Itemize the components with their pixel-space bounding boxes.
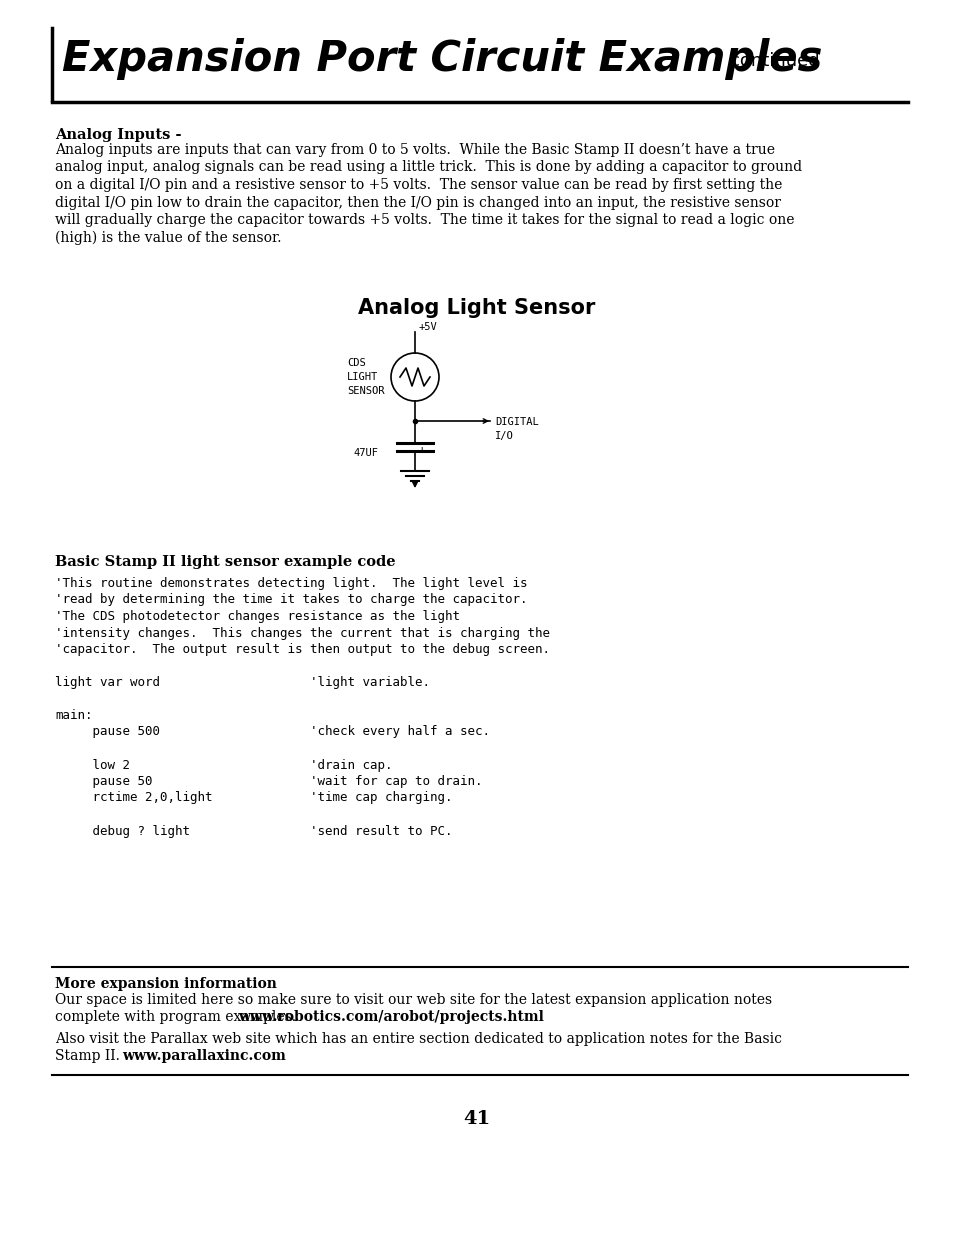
Text: www.robotics.com/arobot/projects.html: www.robotics.com/arobot/projects.html [238, 1010, 544, 1024]
Text: light var word                    'light variable.: light var word 'light variable. [55, 676, 430, 689]
Text: pause 500                    'check every half a sec.: pause 500 'check every half a sec. [55, 725, 490, 739]
Text: More expansion information: More expansion information [55, 977, 276, 990]
Text: on a digital I/O pin and a resistive sensor to +5 volts.  The sensor value can b: on a digital I/O pin and a resistive sen… [55, 178, 781, 191]
Text: analog input, analog signals can be read using a little trick.  This is done by : analog input, analog signals can be read… [55, 161, 801, 174]
Text: (high) is the value of the sensor.: (high) is the value of the sensor. [55, 231, 281, 245]
Text: 'The CDS photodetector changes resistance as the light: 'The CDS photodetector changes resistanc… [55, 610, 459, 622]
Text: main:: main: [55, 709, 92, 722]
Text: +5V: +5V [418, 322, 437, 332]
Text: Expansion Port Circuit Examples: Expansion Port Circuit Examples [62, 38, 821, 80]
Text: 'read by determining the time it takes to charge the capacitor.: 'read by determining the time it takes t… [55, 594, 527, 606]
Text: complete with program examples.: complete with program examples. [55, 1010, 304, 1024]
Text: rctime 2,0,light             'time cap charging.: rctime 2,0,light 'time cap charging. [55, 792, 452, 804]
Text: will gradually charge the capacitor towards +5 volts.  The time it takes for the: will gradually charge the capacitor towa… [55, 212, 794, 227]
Text: debug ? light                'send result to PC.: debug ? light 'send result to PC. [55, 825, 452, 837]
Text: 'This routine demonstrates detecting light.  The light level is: 'This routine demonstrates detecting lig… [55, 577, 527, 590]
Text: Stamp II.: Stamp II. [55, 1049, 132, 1063]
Text: digital I/O pin low to drain the capacitor, then the I/O pin is changed into an : digital I/O pin low to drain the capacit… [55, 195, 781, 210]
Text: continued: continued [729, 52, 819, 70]
Text: 'intensity changes.  This changes the current that is charging the: 'intensity changes. This changes the cur… [55, 626, 550, 640]
Text: DIGITAL
I/O: DIGITAL I/O [495, 417, 538, 441]
Text: Our space is limited here so make sure to visit our web site for the latest expa: Our space is limited here so make sure t… [55, 993, 771, 1007]
Text: Analog Inputs -: Analog Inputs - [55, 128, 181, 142]
Text: CDS
LIGHT
SENSOR: CDS LIGHT SENSOR [347, 358, 384, 396]
Text: 41: 41 [463, 1110, 490, 1128]
Text: Analog inputs are inputs that can vary from 0 to 5 volts.  While the Basic Stamp: Analog inputs are inputs that can vary f… [55, 143, 774, 157]
Text: Basic Stamp II light sensor example code: Basic Stamp II light sensor example code [55, 555, 395, 569]
Text: Also visit the Parallax web site which has an entire section dedicated to applic: Also visit the Parallax web site which h… [55, 1032, 781, 1046]
Text: pause 50                     'wait for cap to drain.: pause 50 'wait for cap to drain. [55, 776, 482, 788]
Text: 47UF: 47UF [353, 448, 377, 458]
Text: www.parallaxinc.com: www.parallaxinc.com [122, 1049, 285, 1063]
Text: Analog Light Sensor: Analog Light Sensor [358, 298, 595, 317]
Text: +: + [418, 445, 425, 454]
Text: low 2                        'drain cap.: low 2 'drain cap. [55, 758, 392, 772]
Text: 'capacitor.  The output result is then output to the debug screen.: 'capacitor. The output result is then ou… [55, 643, 550, 656]
